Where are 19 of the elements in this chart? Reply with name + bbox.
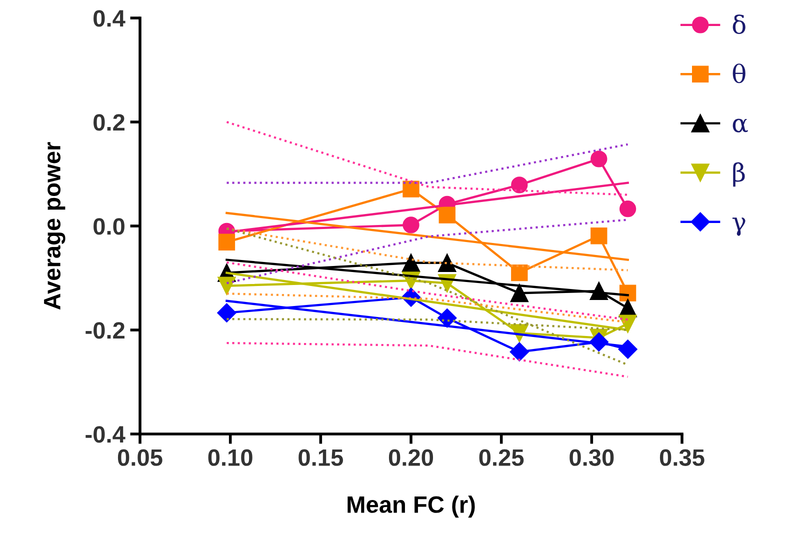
x-tick-label: 0.20 [388,449,434,466]
legend-label: α [732,118,748,132]
x-tick-label: 0.30 [570,449,614,466]
legend-label: β [733,162,745,187]
y-tick-label: -0.2 [86,322,124,339]
x-tick-label: 0.05 [118,449,162,466]
y-tick-label: 0.2 [94,114,124,131]
x-tick-label: 0.35 [660,449,704,466]
x-tick-label: 0.10 [208,449,252,466]
y-tick-label: -0.4 [86,426,126,443]
x-tick-label: 0.25 [479,449,524,466]
legend-label: θ [732,64,746,84]
legend-label: δ [732,14,746,34]
x-tick-label: 0.15 [298,449,343,466]
y-axis-title: Average power [44,142,66,310]
y-tick-label: 0.4 [94,10,126,27]
y-tick-label: 0.0 [94,218,124,235]
x-axis-title: Mean FC (r) [348,496,475,518]
legend-label: γ [732,218,746,236]
